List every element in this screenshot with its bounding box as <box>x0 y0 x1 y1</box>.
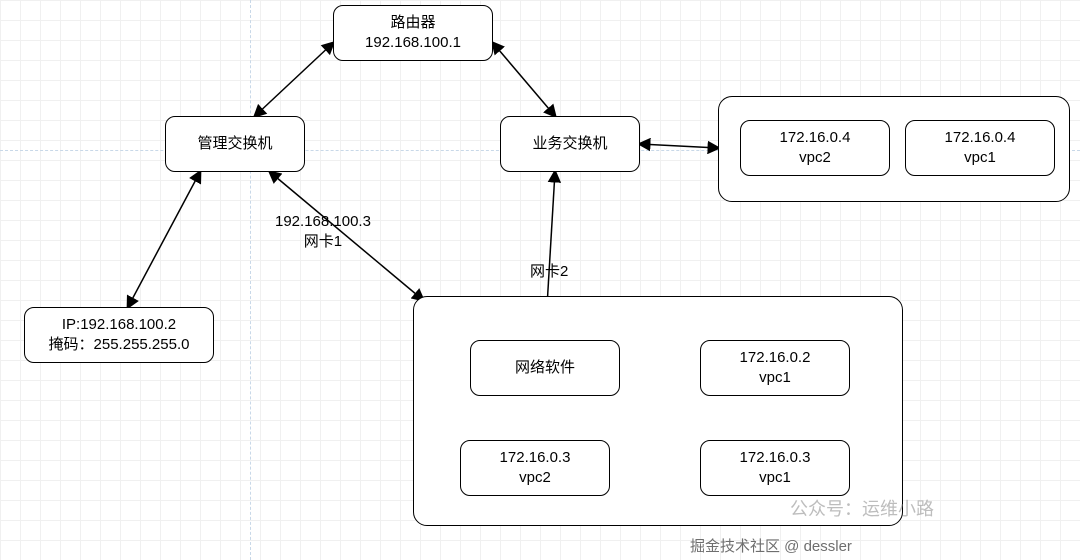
watermark-2: 掘金技术社区 @ dessler <box>690 535 852 556</box>
router-ip: 192.168.100.1 <box>365 33 461 53</box>
ext-b-name: vpc1 <box>964 148 996 168</box>
net-soft-label: 网络软件 <box>515 358 575 378</box>
watermark-2-text: 掘金技术社区 @ dessler <box>690 538 852 555</box>
ip-info-node: IP:192.168.100.2 掩码：255.255.255.0 <box>24 307 214 363</box>
router-title: 路由器 <box>390 13 435 33</box>
vpc-b-ip: 172.16.0.3 <box>500 448 571 468</box>
ext-a-name: vpc2 <box>799 148 831 168</box>
ip-address: IP:192.168.100.2 <box>62 315 176 335</box>
biz-switch-label: 业务交换机 <box>532 134 607 154</box>
nic1-name: 网卡1 <box>304 233 342 250</box>
net-soft-node: 网络软件 <box>470 340 620 396</box>
vpc-c-node: 172.16.0.3 vpc1 <box>700 440 850 496</box>
guide-vertical <box>250 0 251 560</box>
ext-a-node: 172.16.0.4 vpc2 <box>740 120 890 176</box>
watermark-1-text: 公众号：运维小路 <box>790 499 934 519</box>
ext-a-ip: 172.16.0.4 <box>780 128 851 148</box>
mgmt-switch-node: 管理交换机 <box>165 116 305 172</box>
nic1-ip: 192.168.100.3 <box>275 213 371 230</box>
vpc-a-ip: 172.16.0.2 <box>740 348 811 368</box>
vpc-a-node: 172.16.0.2 vpc1 <box>700 340 850 396</box>
vpc-a-name: vpc1 <box>759 368 791 388</box>
ext-b-ip: 172.16.0.4 <box>945 128 1016 148</box>
router-node: 路由器 192.168.100.1 <box>333 5 493 61</box>
mgmt-switch-label: 管理交换机 <box>197 134 272 154</box>
vpc-b-name: vpc2 <box>519 468 551 488</box>
nic2-name: 网卡2 <box>530 263 568 280</box>
biz-switch-node: 业务交换机 <box>500 116 640 172</box>
vpc-c-ip: 172.16.0.3 <box>740 448 811 468</box>
vpc-b-node: 172.16.0.3 vpc2 <box>460 440 610 496</box>
ip-mask: 掩码：255.255.255.0 <box>49 335 190 355</box>
ext-b-node: 172.16.0.4 vpc1 <box>905 120 1055 176</box>
watermark-1: 公众号：运维小路 <box>790 495 934 521</box>
vpc-c-name: vpc1 <box>759 468 791 488</box>
nic2-label: 网卡2 <box>530 262 568 282</box>
nic1-label: 192.168.100.3 网卡1 <box>275 212 371 253</box>
